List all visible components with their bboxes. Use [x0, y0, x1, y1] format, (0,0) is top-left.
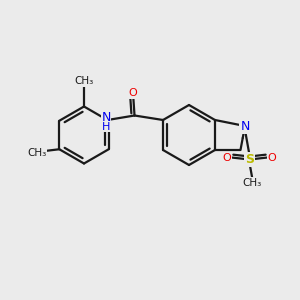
Text: O: O: [268, 152, 276, 163]
Text: N: N: [101, 111, 111, 124]
Text: S: S: [245, 152, 254, 166]
Text: O: O: [223, 152, 231, 163]
Text: O: O: [129, 88, 137, 98]
Text: CH₃: CH₃: [74, 76, 94, 86]
Text: N: N: [240, 119, 250, 133]
Text: CH₃: CH₃: [27, 148, 46, 158]
Text: H: H: [102, 122, 110, 132]
Text: CH₃: CH₃: [243, 178, 262, 188]
